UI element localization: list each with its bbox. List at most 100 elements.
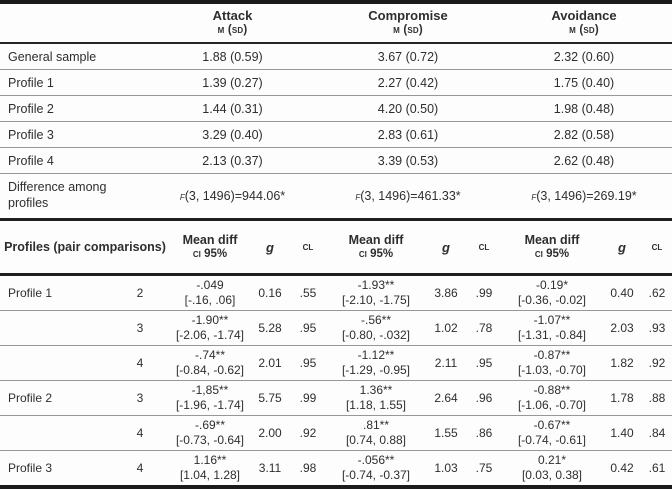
pair-row-profile1-vs-3: 3 -1.90** [-2.06, -1.74] 5.28 .95 -.56**… [0, 310, 672, 345]
mean-sd-value: 3.29 (0.40) [202, 127, 263, 142]
table-row-profile-3: Profile 3 3.29 (0.40) 2.83 (0.61) 2.82 (… [0, 121, 672, 147]
mean-sd-value: 1.88 (0.59) [202, 49, 263, 64]
mean-diff-value: -0.88** [533, 383, 571, 397]
mean-diff-cell: -0.19* [-0.36, -0.02] [502, 278, 602, 308]
g-value: 5.75 [258, 391, 282, 405]
g-value: 2.64 [434, 391, 458, 405]
ci-subtitle: ci 95% [358, 247, 394, 260]
mean-sd-value: 1.75 (0.40) [553, 75, 615, 90]
column-header-cl-2: cl [478, 241, 490, 253]
mean-diff-value: 1.16** [193, 453, 227, 467]
cl-value: .96 [475, 391, 493, 405]
cl-value: .78 [475, 321, 493, 335]
ci-value: [0.74, 0.88] [345, 433, 407, 447]
pair-number: 3 [136, 321, 144, 335]
mean-diff-value: -1.93** [357, 278, 395, 292]
pair-row-profile1-vs-4: 4 -.74** [-0.84, -0.62] 2.01 .95 -1.12**… [0, 345, 672, 380]
column-header-cl-3: cl [651, 241, 663, 253]
cl-value: .99 [475, 286, 493, 300]
g-value: 3.11 [258, 461, 282, 475]
section2-header: Profiles (pair comparisons) Mean diff ci… [0, 218, 672, 276]
ci-value: [-0.74, -0.61] [517, 433, 587, 447]
cl-value: .86 [475, 426, 493, 440]
pair-number: 3 [136, 391, 144, 405]
table-row-profile-4: Profile 4 2.13 (0.37) 3.39 (0.53) 2.62 (… [0, 147, 672, 173]
ci-value: [-1.96, -1.74] [175, 398, 245, 412]
mean-sd-value: 1.98 (0.48) [553, 101, 615, 116]
column-header-mean-diff-3: Mean diff ci 95% [502, 233, 602, 262]
table-row-difference-among-profiles: Difference among profiles f(3, 1496)=944… [0, 173, 672, 218]
ci-value: [-1.31, -0.84] [517, 328, 587, 342]
pair-row-profile1-vs-2: Profile 1 2 -.049 [-.16, .06] 0.16 .55 -… [0, 276, 672, 310]
table-row-profile-1: Profile 1 1.39 (0.27) 2.27 (0.42) 1.75 (… [0, 69, 672, 95]
ci-value: [-0.84, -0.62] [175, 363, 245, 377]
g-value: 0.42 [610, 461, 634, 475]
mean-diff-value: -.56** [360, 313, 392, 327]
cl-value: .92 [648, 356, 666, 370]
g-value: 5.28 [258, 321, 282, 335]
mean-diff-cell: -0.67** [-0.74, -0.61] [502, 418, 602, 448]
f-symbol: f [179, 189, 185, 203]
cl-value: .61 [648, 461, 666, 475]
mean-diff-cell: -.049 [-.16, .06] [170, 278, 250, 308]
ci-value: [-1.06, -0.70] [517, 398, 587, 412]
mean-sd-value: 2.13 (0.37) [202, 153, 263, 168]
profile-label: Profile 2 [8, 391, 53, 405]
pair-number: 4 [136, 461, 144, 475]
row-label: General sample [8, 49, 97, 64]
mean-sd-value: 3.39 (0.53) [377, 153, 439, 168]
g-value: 1.02 [434, 321, 458, 335]
mean-diff-cell: -1.07** [-1.31, -0.84] [502, 313, 602, 343]
pair-row-profile3-vs-4: Profile 3 4 1.16** [1.04, 1.28] 3.11 .98… [0, 450, 672, 485]
cl-value: .92 [299, 426, 317, 440]
pair-comparison-rows: Profile 1 2 -.049 [-.16, .06] 0.16 .55 -… [0, 276, 672, 485]
pair-number: 4 [136, 356, 144, 370]
mean-sd-value: 2.32 (0.60) [553, 49, 615, 64]
column-header-g-3: g [618, 239, 626, 255]
cl-value: .95 [299, 321, 317, 335]
ci-value: [-0.80, -.032] [341, 328, 411, 342]
mean-diff-value: -.69** [194, 418, 226, 432]
f-symbol: f [355, 189, 361, 203]
mean-diff-cell: -1.93** [-2.10, -1.75] [326, 278, 426, 308]
cl-value: .84 [648, 426, 666, 440]
g-value: 2.00 [258, 426, 282, 440]
mean-diff-cell: -1,85** [-1.96, -1.74] [170, 383, 250, 413]
column-title: Attack [212, 7, 253, 23]
ci-value: [-1.03, -0.70] [517, 363, 587, 377]
g-value: 0.40 [610, 286, 634, 300]
cl-value: .62 [648, 286, 666, 300]
mean-diff-cell: -.56** [-0.80, -.032] [326, 313, 426, 343]
column-subtitle-m-sd: m (sd) [393, 23, 423, 36]
mean-diff-value: .81** [362, 418, 390, 432]
pair-row-profile2-vs-4: 4 -.69** [-0.73, -0.64] 2.00 .92 .81** [… [0, 415, 672, 450]
column-title: Compromise [368, 7, 448, 23]
g-value: 0.16 [258, 286, 282, 300]
mean-sd-value: 2.83 (0.61) [377, 127, 439, 142]
mean-sd-value: 2.62 (0.48) [553, 153, 615, 168]
f-statistic-compromise: f(3, 1496)=461.33* [320, 189, 496, 203]
mean-diff-cell: -.056** [-0.74, -0.37] [326, 453, 426, 483]
mean-sd-value: 1.44 (0.31) [202, 101, 263, 116]
mean-diff-title: Mean diff [348, 232, 404, 247]
pair-number: 2 [136, 286, 144, 300]
row-label: Profile 4 [8, 153, 54, 168]
ci-value: [0.03, 0.38] [521, 468, 583, 482]
cl-value: .93 [648, 321, 666, 335]
g-value: 1.82 [610, 356, 634, 370]
ci-subtitle: ci 95% [192, 247, 228, 260]
mean-diff-cell: -1.90** [-2.06, -1.74] [170, 313, 250, 343]
row-label: Profile 2 [8, 101, 54, 116]
ci-value: [-0.74, -0.37] [341, 468, 411, 482]
mean-sd-value: 1.39 (0.27) [202, 75, 263, 90]
mean-diff-value: -1.12** [357, 348, 395, 362]
cl-value: .75 [475, 461, 493, 475]
row-label: Difference among profiles [8, 180, 107, 210]
mean-sd-value: 2.82 (0.58) [553, 127, 615, 142]
cl-value: .88 [648, 391, 666, 405]
mean-diff-value: -1.07** [533, 313, 571, 327]
f-statistic-value: (3, 1496)=461.33* [360, 189, 461, 203]
f-statistic-value: (3, 1496)=944.06* [184, 189, 286, 203]
row-label: Profile 1 [8, 75, 54, 90]
mean-diff-value: -0.19* [535, 278, 569, 292]
